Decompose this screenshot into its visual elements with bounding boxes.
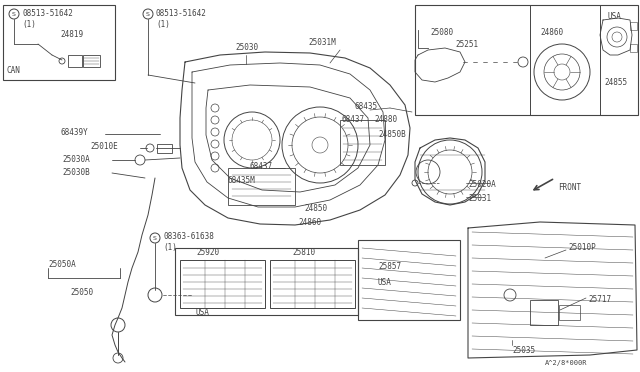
Text: 25010E: 25010E bbox=[90, 142, 118, 151]
Bar bbox=[68, 55, 82, 67]
Text: 24850B: 24850B bbox=[378, 130, 406, 139]
Text: 68435M: 68435M bbox=[228, 176, 256, 185]
Bar bbox=[415, 5, 638, 115]
Text: 25010P: 25010P bbox=[568, 243, 596, 252]
Bar bbox=[340, 120, 385, 165]
Text: FRONT: FRONT bbox=[558, 183, 581, 192]
Text: 25857: 25857 bbox=[378, 262, 401, 271]
Text: 24819: 24819 bbox=[60, 30, 83, 39]
Text: 25810: 25810 bbox=[292, 248, 315, 257]
Text: 68435: 68435 bbox=[355, 102, 378, 111]
Text: 25030: 25030 bbox=[235, 43, 258, 52]
Text: 25050A: 25050A bbox=[48, 260, 76, 269]
Text: 24855: 24855 bbox=[604, 78, 627, 87]
Text: USA: USA bbox=[608, 12, 622, 21]
Text: (1): (1) bbox=[163, 243, 177, 252]
Text: (1): (1) bbox=[22, 20, 36, 29]
Text: 25920: 25920 bbox=[196, 248, 219, 257]
Text: 25020A: 25020A bbox=[468, 180, 496, 189]
Text: 24860: 24860 bbox=[540, 28, 563, 37]
Bar bbox=[175, 248, 358, 315]
Text: 08513-51642: 08513-51642 bbox=[22, 9, 73, 18]
Text: (1): (1) bbox=[156, 20, 170, 29]
Bar bbox=[180, 260, 265, 308]
Text: CAN: CAN bbox=[6, 66, 20, 75]
Text: 24880: 24880 bbox=[374, 115, 397, 124]
Text: 68437: 68437 bbox=[342, 115, 365, 124]
Text: 24850: 24850 bbox=[304, 204, 327, 213]
Text: 25050: 25050 bbox=[70, 288, 93, 297]
Text: 24860: 24860 bbox=[298, 218, 321, 227]
Text: 68439Y: 68439Y bbox=[60, 128, 88, 137]
Bar bbox=[559, 305, 580, 320]
Text: USA: USA bbox=[196, 308, 210, 317]
Bar bbox=[630, 22, 637, 30]
Text: USA: USA bbox=[378, 278, 392, 287]
Text: 08363-61638: 08363-61638 bbox=[163, 232, 214, 241]
Text: 25035: 25035 bbox=[512, 346, 535, 355]
Text: 25030B: 25030B bbox=[62, 168, 90, 177]
Bar bbox=[83, 55, 100, 67]
Text: 25717: 25717 bbox=[588, 295, 611, 304]
Bar bbox=[630, 44, 637, 52]
Bar bbox=[270, 260, 355, 308]
Text: 25080: 25080 bbox=[430, 28, 453, 37]
Text: S: S bbox=[153, 235, 157, 241]
Text: 68437: 68437 bbox=[250, 162, 273, 171]
Text: 25031M: 25031M bbox=[308, 38, 336, 47]
Bar bbox=[358, 240, 460, 320]
Bar bbox=[3, 5, 115, 80]
Text: S: S bbox=[12, 12, 16, 16]
Text: 25251: 25251 bbox=[455, 40, 478, 49]
Bar bbox=[530, 300, 558, 325]
Text: S: S bbox=[146, 12, 150, 16]
Text: A^2/8*000R: A^2/8*000R bbox=[545, 360, 588, 366]
Text: 08513-51642: 08513-51642 bbox=[156, 9, 207, 18]
Text: 25031: 25031 bbox=[468, 194, 491, 203]
Text: 25030A: 25030A bbox=[62, 155, 90, 164]
Bar bbox=[228, 168, 295, 205]
Bar bbox=[157, 144, 172, 153]
